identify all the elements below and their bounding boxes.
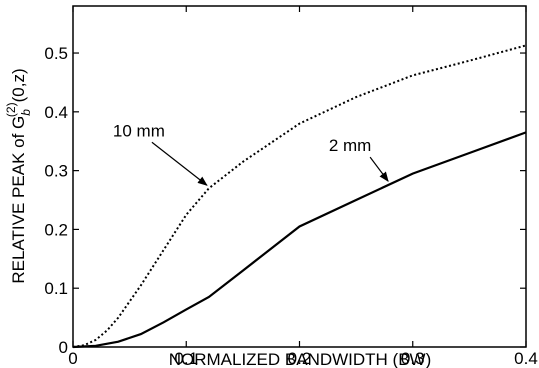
- plot-frame: [72, 5, 527, 348]
- axis-ticks: 0 0.1 0.2 0.3 0.4 0 0.1 0.2 0.3 0.4 0.5: [44, 6, 538, 368]
- x-tick-label: 0.4: [514, 349, 538, 368]
- annotation-layer: 10 mm 2 mm: [113, 121, 389, 186]
- series-layer: [72, 44, 527, 349]
- y-label-suffix: (0,z): [9, 68, 28, 102]
- series-line-10-mm: [72, 44, 527, 348]
- x-tick-label: 0.3: [401, 349, 425, 368]
- y-tick-label: 0: [59, 338, 68, 357]
- annotation-arrow: [151, 141, 208, 186]
- annotation-label: 10 mm: [113, 121, 165, 140]
- y-tick-label: 0.3: [44, 162, 68, 181]
- x-tick-label: 0.2: [288, 349, 312, 368]
- y-tick-label: 0.2: [44, 220, 68, 239]
- y-label-sub: b: [19, 109, 33, 116]
- y-axis-label: RELATIVE PEAK of Gb(2)(0,z): [4, 68, 33, 283]
- y-tick-label: 0.1: [44, 279, 68, 298]
- series-line-2-mm: [72, 131, 527, 349]
- y-label-sup: (2): [4, 102, 18, 117]
- y-tick-label: 0.5: [44, 44, 68, 63]
- annotation-label: 2 mm: [329, 136, 372, 155]
- annotation-arrow: [369, 156, 389, 182]
- y-label-text: RELATIVE PEAK of G: [9, 116, 28, 284]
- x-tick-label: 0.1: [174, 349, 198, 368]
- y-tick-label: 0.4: [44, 103, 68, 122]
- x-tick-label: 0: [68, 349, 77, 368]
- x-axis-label: NORMALIZED BANDWIDTH (BW): [169, 350, 432, 368]
